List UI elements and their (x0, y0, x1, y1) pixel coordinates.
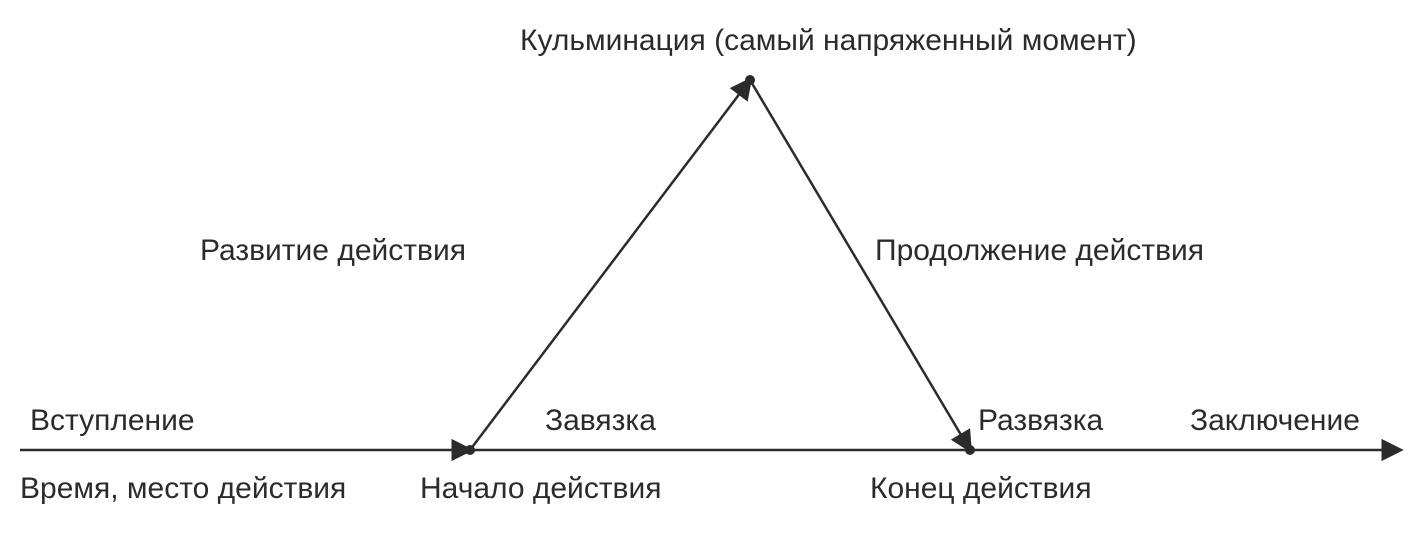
label-intro-above: Вступление (30, 404, 195, 437)
end-dot (965, 445, 975, 455)
label-intro-below: Время, место действия (20, 472, 346, 505)
start-dot (465, 445, 475, 455)
label-falling-side: Продолжение действия (875, 234, 1204, 267)
label-resolution-above: Развязка (978, 404, 1104, 437)
apex-dot (745, 75, 755, 85)
label-top: Кульминация (самый напряженный момент) (520, 24, 1137, 57)
label-rising-side: Развитие действия (200, 234, 466, 267)
rising-line (470, 80, 750, 450)
plot-structure-diagram: Кульминация (самый напряженный момент) Р… (0, 0, 1424, 546)
label-inciting-above: Завязка (545, 404, 656, 437)
label-conclusion-above: Заключение (1190, 404, 1360, 437)
label-resolution-below: Конец действия (870, 472, 1092, 505)
label-inciting-below: Начало действия (420, 472, 662, 505)
